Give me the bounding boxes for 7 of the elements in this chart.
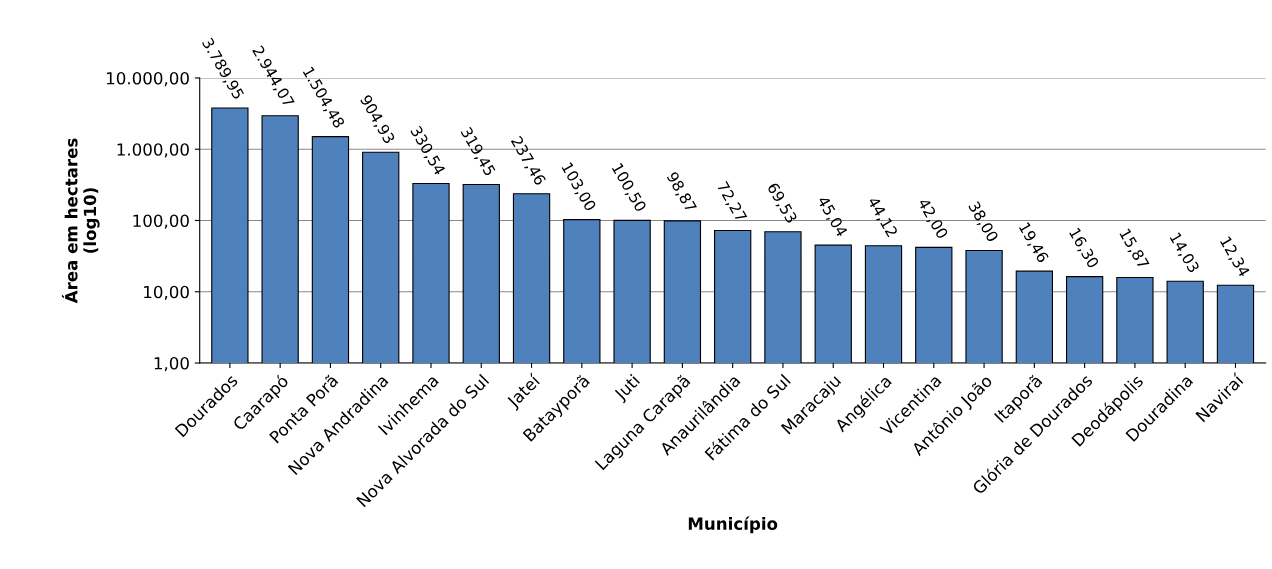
y-tick-label: 10.000,00: [106, 71, 189, 87]
y-tick-label: 100,00: [133, 214, 189, 229]
y-tick-label: 1,00: [154, 356, 189, 372]
x-axis-title: Município: [688, 516, 778, 534]
y-tick-label: 1.000,00: [117, 143, 189, 158]
y-axis-title: Área em hectares (log10): [61, 138, 100, 304]
y-tick-label: 10,00: [144, 285, 189, 301]
